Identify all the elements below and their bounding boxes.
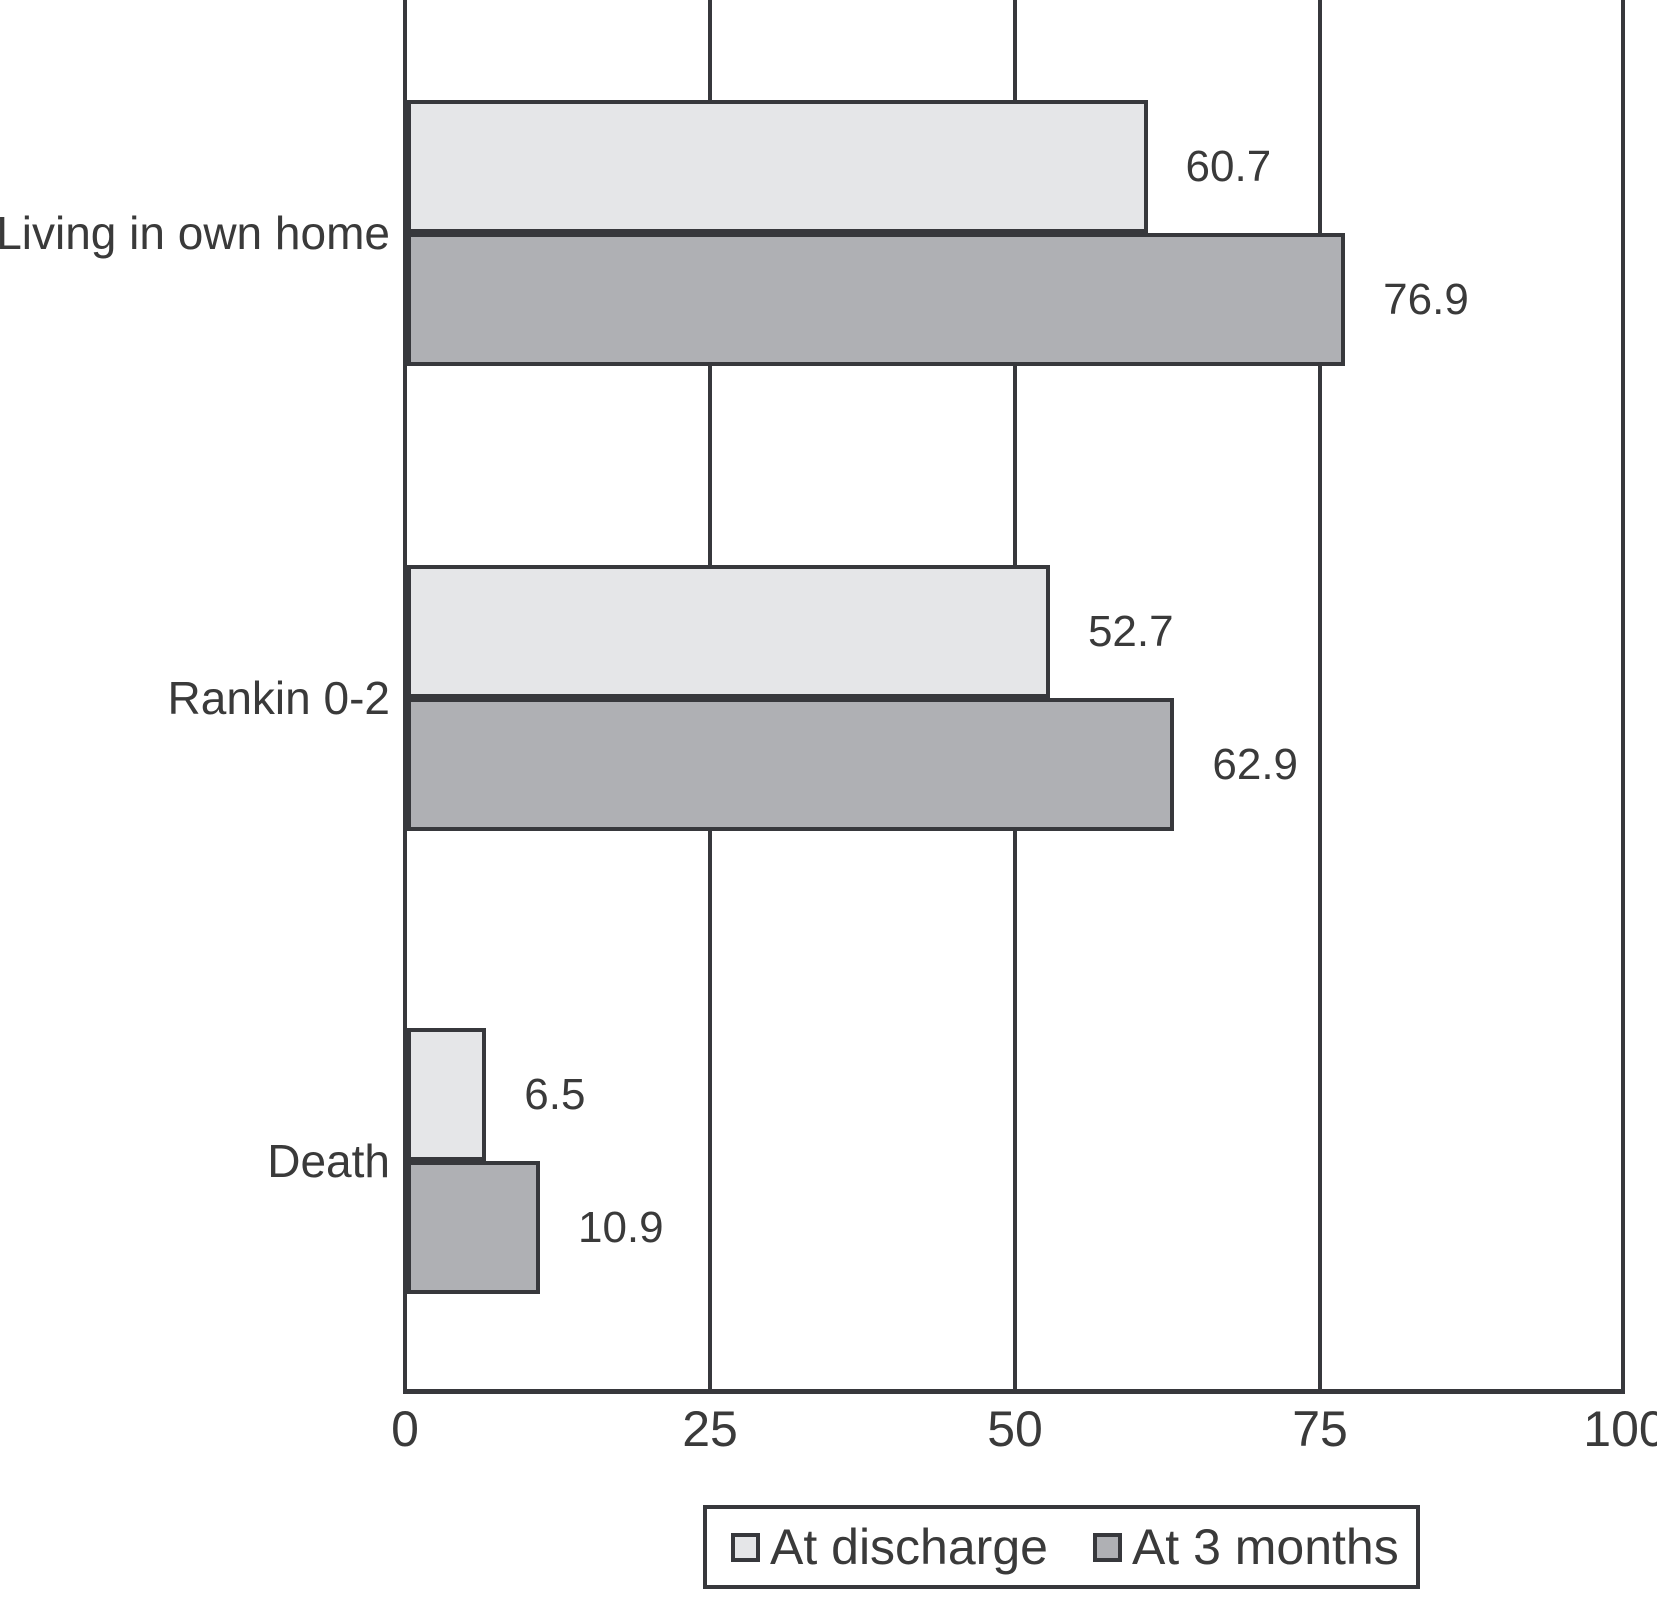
tick-label-25: 25	[682, 1401, 738, 1457]
bar-at-3-months-rankin-0-2	[407, 698, 1175, 831]
at-discharge-swatch-icon	[731, 1532, 760, 1562]
plot-area	[403, 0, 1625, 1394]
tick-label-50: 50	[987, 1401, 1043, 1457]
legend-item-at-discharge: At discharge	[731, 1522, 1048, 1572]
gridline-75	[1318, 0, 1322, 1394]
tick-label-0: 0	[391, 1401, 419, 1457]
tick-label-75: 75	[1292, 1401, 1348, 1457]
bar-at-3-months-living-in-own-home	[407, 233, 1346, 366]
value-label-at-3-months-death: 10.9	[577, 1202, 664, 1252]
bar-at-discharge-rankin-0-2	[407, 565, 1050, 698]
tick-label-100: 100	[1583, 1401, 1657, 1457]
legend-label-at-3-months: At 3 months	[1131, 1519, 1399, 1575]
bar-at-discharge-living-in-own-home	[407, 100, 1148, 233]
value-label-at-discharge-death: 6.5	[524, 1069, 586, 1119]
legend: At discharge At 3 months	[703, 1505, 1420, 1589]
value-label-at-discharge-rankin-0-2: 52.7	[1087, 606, 1174, 656]
value-label-at-3-months-living-in-own-home: 76.9	[1383, 274, 1469, 324]
category-label-death: Death	[267, 1135, 390, 1187]
at-3-months-swatch-icon	[1092, 1532, 1122, 1562]
category-label-rankin-0-2: Rankin 0-2	[167, 672, 390, 724]
category-label-living-in-own-home: Living in own home	[0, 207, 390, 259]
bar-at-3-months-death	[407, 1161, 540, 1294]
bar-at-discharge-death	[407, 1028, 487, 1161]
legend-label-at-discharge: At discharge	[770, 1519, 1048, 1575]
legend-item-at-3-months: At 3 months	[1092, 1519, 1399, 1575]
value-label-at-3-months-rankin-0-2: 62.9	[1212, 739, 1299, 789]
value-label-at-discharge-living-in-own-home: 60.7	[1185, 141, 1272, 191]
